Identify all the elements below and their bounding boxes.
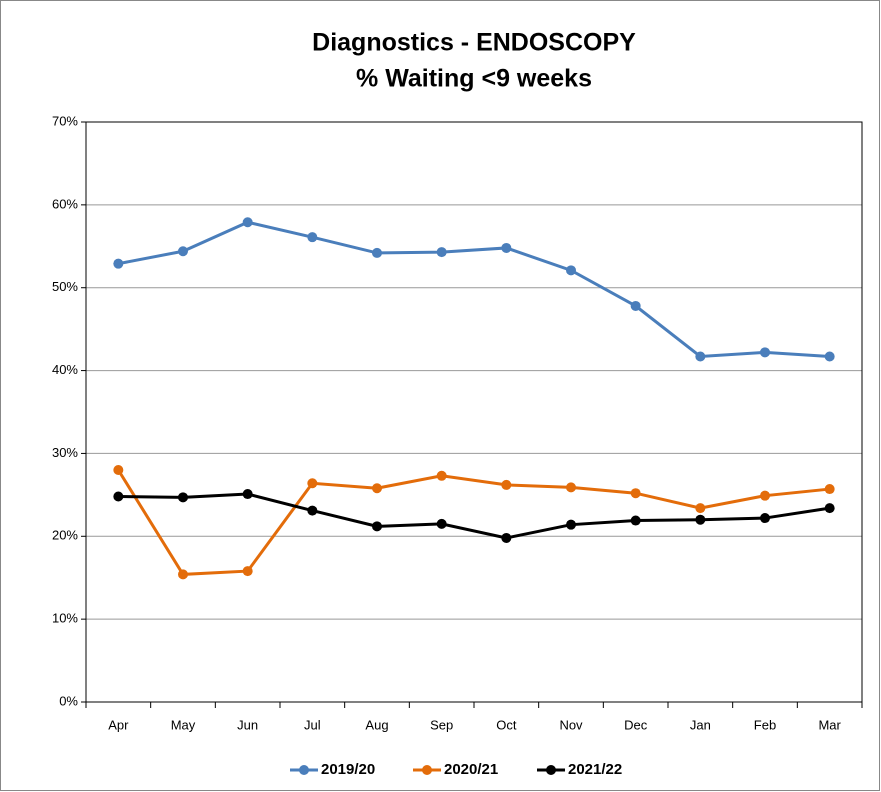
data-point bbox=[242, 566, 253, 577]
data-point bbox=[178, 246, 188, 257]
data-point bbox=[372, 521, 382, 532]
data-point bbox=[372, 247, 382, 258]
data-point bbox=[307, 505, 318, 516]
data-point bbox=[630, 488, 641, 499]
y-tick-label: 30% bbox=[52, 445, 78, 460]
data-point bbox=[695, 351, 706, 362]
data-point bbox=[113, 258, 124, 269]
data-point bbox=[436, 247, 447, 258]
series-line bbox=[118, 492, 830, 540]
data-point bbox=[630, 300, 641, 311]
data-point bbox=[242, 489, 253, 500]
y-tick-label: 20% bbox=[52, 528, 78, 543]
data-point bbox=[436, 518, 447, 529]
data-point bbox=[824, 503, 835, 514]
data-point bbox=[566, 519, 576, 530]
data-point bbox=[566, 265, 576, 276]
x-tick-label: Apr bbox=[108, 717, 129, 732]
data-point bbox=[566, 482, 576, 493]
x-tick-label: Jan bbox=[690, 717, 711, 732]
legend-label: 2019/20 bbox=[321, 761, 375, 778]
legend-marker bbox=[422, 765, 432, 775]
y-tick-label: 50% bbox=[52, 279, 78, 294]
y-tick-label: 70% bbox=[52, 113, 78, 128]
data-point bbox=[695, 503, 706, 514]
data-point bbox=[113, 491, 124, 502]
data-point bbox=[630, 515, 641, 526]
legend-label: 2020/21 bbox=[444, 761, 498, 778]
legend-marker bbox=[546, 765, 556, 775]
data-point bbox=[307, 232, 318, 243]
x-tick-label: Aug bbox=[365, 717, 388, 732]
x-tick-label: Feb bbox=[754, 717, 776, 732]
x-tick-label: Nov bbox=[559, 717, 583, 732]
data-point bbox=[695, 514, 706, 525]
data-point bbox=[760, 513, 770, 524]
x-tick-label: Sep bbox=[430, 717, 453, 732]
data-point bbox=[501, 532, 512, 543]
data-point bbox=[178, 569, 188, 580]
data-point bbox=[372, 483, 382, 494]
chart-subtitle: % Waiting <9 weeks bbox=[356, 65, 592, 93]
data-point bbox=[501, 479, 512, 490]
legend-label: 2021/22 bbox=[568, 761, 622, 778]
data-point bbox=[178, 492, 188, 503]
x-tick-label: Oct bbox=[496, 717, 517, 732]
x-tick-label: May bbox=[171, 717, 196, 732]
data-point bbox=[113, 465, 124, 475]
data-point bbox=[242, 217, 253, 228]
chart-title: Diagnostics - ENDOSCOPY bbox=[312, 29, 636, 57]
x-tick-label: Jun bbox=[237, 717, 258, 732]
series-line bbox=[117, 469, 830, 576]
x-tick-label: Jul bbox=[304, 717, 321, 732]
data-point bbox=[760, 347, 770, 358]
y-tick-label: 60% bbox=[52, 196, 78, 211]
data-point bbox=[760, 490, 770, 501]
x-tick-label: Mar bbox=[818, 717, 841, 732]
legend-marker bbox=[299, 765, 309, 775]
y-tick-label: 40% bbox=[52, 362, 78, 377]
data-point bbox=[824, 484, 835, 495]
data-point bbox=[824, 351, 835, 362]
y-tick-label: 0% bbox=[59, 693, 78, 708]
series-line bbox=[118, 220, 830, 359]
x-tick-label: Dec bbox=[624, 717, 648, 732]
data-point bbox=[307, 478, 318, 489]
y-tick-label: 10% bbox=[52, 611, 78, 626]
data-point bbox=[501, 242, 512, 253]
data-point bbox=[436, 470, 447, 481]
